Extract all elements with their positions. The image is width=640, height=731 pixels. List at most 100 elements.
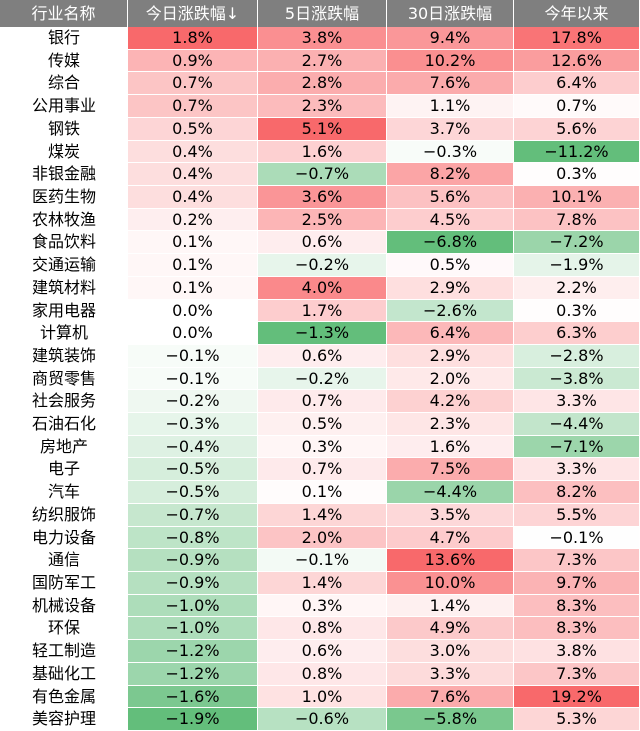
cell-ytd: 5.3% <box>514 708 640 731</box>
cell-30d: −4.4% <box>387 481 514 504</box>
cell-5d: 0.8% <box>258 662 387 686</box>
cell-today: 1.8% <box>128 27 258 50</box>
row-name: 机械设备 <box>0 595 128 618</box>
cell-ytd: 9.7% <box>514 572 640 595</box>
row-name: 家用电器 <box>0 300 128 323</box>
cell-ytd: 6.4% <box>514 72 640 96</box>
cell-ytd: 0.3% <box>514 163 640 186</box>
row-name: 基础化工 <box>0 663 128 686</box>
cell-ytd: −2.8% <box>514 344 640 368</box>
cell-today: −0.9% <box>128 572 258 595</box>
cell-today: 0.4% <box>128 163 258 186</box>
cell-ytd: 17.8% <box>514 27 640 50</box>
row-name: 纺织服饰 <box>0 504 128 527</box>
cell-5d: 2.8% <box>258 72 387 96</box>
row-name: 通信 <box>0 549 128 573</box>
cell-5d: 0.7% <box>258 390 387 414</box>
row-name: 钢铁 <box>0 118 128 141</box>
cell-30d: 4.9% <box>387 617 514 641</box>
cell-5d: 2.3% <box>258 95 387 118</box>
cell-30d: −2.6% <box>387 299 514 323</box>
cell-today: −0.5% <box>128 458 258 482</box>
cell-today: 0.0% <box>128 299 258 323</box>
row-name: 环保 <box>0 617 128 641</box>
cell-30d: 2.9% <box>387 344 514 368</box>
cell-today: 0.7% <box>128 95 258 118</box>
row-name: 综合 <box>0 72 128 96</box>
cell-ytd: 3.3% <box>514 390 640 414</box>
row-name: 建筑材料 <box>0 277 128 300</box>
cell-today: −0.2% <box>128 390 258 414</box>
header-30d[interactable]: 30日涨跌幅 <box>387 0 514 27</box>
header-today[interactable]: 今日涨跌幅↓ <box>128 0 258 27</box>
cell-30d: 1.6% <box>387 435 514 459</box>
cell-5d: 0.7% <box>258 458 387 482</box>
row-name: 计算机 <box>0 322 128 345</box>
row-name: 建筑装饰 <box>0 345 128 368</box>
cell-5d: 1.0% <box>258 685 387 709</box>
cell-5d: 2.0% <box>258 526 387 550</box>
cell-today: −1.0% <box>128 594 258 618</box>
cell-ytd: −7.2% <box>514 231 640 255</box>
cell-5d: 0.1% <box>258 481 387 504</box>
header-ytd[interactable]: 今年以来 <box>514 0 640 27</box>
cell-5d: 0.6% <box>258 640 387 663</box>
cell-5d: −0.1% <box>258 549 387 573</box>
row-name: 食品饮料 <box>0 231 128 255</box>
cell-30d: 1.4% <box>387 594 514 618</box>
cell-5d: −0.7% <box>258 163 387 186</box>
row-name: 房地产 <box>0 436 128 459</box>
cell-today: 0.7% <box>128 72 258 96</box>
cell-5d: 1.6% <box>258 140 387 164</box>
cell-5d: 0.6% <box>258 344 387 368</box>
cell-30d: 7.6% <box>387 72 514 96</box>
cell-5d: −0.6% <box>258 708 387 731</box>
row-name: 商贸零售 <box>0 368 128 391</box>
cell-ytd: 0.7% <box>514 95 640 118</box>
cell-today: 0.4% <box>128 140 258 164</box>
cell-today: 0.1% <box>128 254 258 277</box>
cell-today: −1.9% <box>128 708 258 731</box>
cell-today: 0.2% <box>128 208 258 232</box>
cell-30d: 3.5% <box>387 503 514 527</box>
cell-5d: 4.0% <box>258 276 387 300</box>
cell-today: 0.1% <box>128 231 258 255</box>
cell-ytd: 8.2% <box>514 481 640 504</box>
cell-ytd: 8.3% <box>514 617 640 641</box>
cell-5d: 2.5% <box>258 208 387 232</box>
cell-30d: 4.2% <box>387 390 514 414</box>
cell-today: −0.5% <box>128 481 258 504</box>
cell-30d: 7.6% <box>387 685 514 709</box>
cell-today: −0.1% <box>128 367 258 391</box>
cell-ytd: −3.8% <box>514 367 640 391</box>
cell-ytd: 3.8% <box>514 640 640 663</box>
cell-5d: 3.8% <box>258 27 387 50</box>
row-name: 医药生物 <box>0 186 128 209</box>
row-name: 农林牧渔 <box>0 209 128 232</box>
cell-ytd: 7.3% <box>514 549 640 573</box>
cell-5d: 0.8% <box>258 617 387 641</box>
cell-ytd: −4.4% <box>514 413 640 436</box>
header-5d[interactable]: 5日涨跌幅 <box>258 0 387 27</box>
cell-today: −0.8% <box>128 526 258 550</box>
cell-30d: 9.4% <box>387 27 514 50</box>
cell-30d: 1.1% <box>387 95 514 118</box>
cell-30d: 6.4% <box>387 322 514 345</box>
cell-30d: 5.6% <box>387 185 514 209</box>
cell-ytd: 5.5% <box>514 503 640 527</box>
cell-today: 0.9% <box>128 49 258 73</box>
row-name: 传媒 <box>0 50 128 73</box>
cell-30d: 10.2% <box>387 49 514 73</box>
cell-30d: 2.9% <box>387 276 514 300</box>
cell-ytd: −1.9% <box>514 254 640 277</box>
header-name: 行业名称 <box>0 0 128 27</box>
cell-5d: 2.7% <box>258 49 387 73</box>
cell-30d: 3.0% <box>387 640 514 663</box>
cell-today: 0.4% <box>128 185 258 209</box>
cell-5d: 0.5% <box>258 413 387 436</box>
cell-today: −1.6% <box>128 685 258 709</box>
cell-ytd: 8.3% <box>514 594 640 618</box>
cell-30d: −5.8% <box>387 708 514 731</box>
cell-30d: 13.6% <box>387 549 514 573</box>
